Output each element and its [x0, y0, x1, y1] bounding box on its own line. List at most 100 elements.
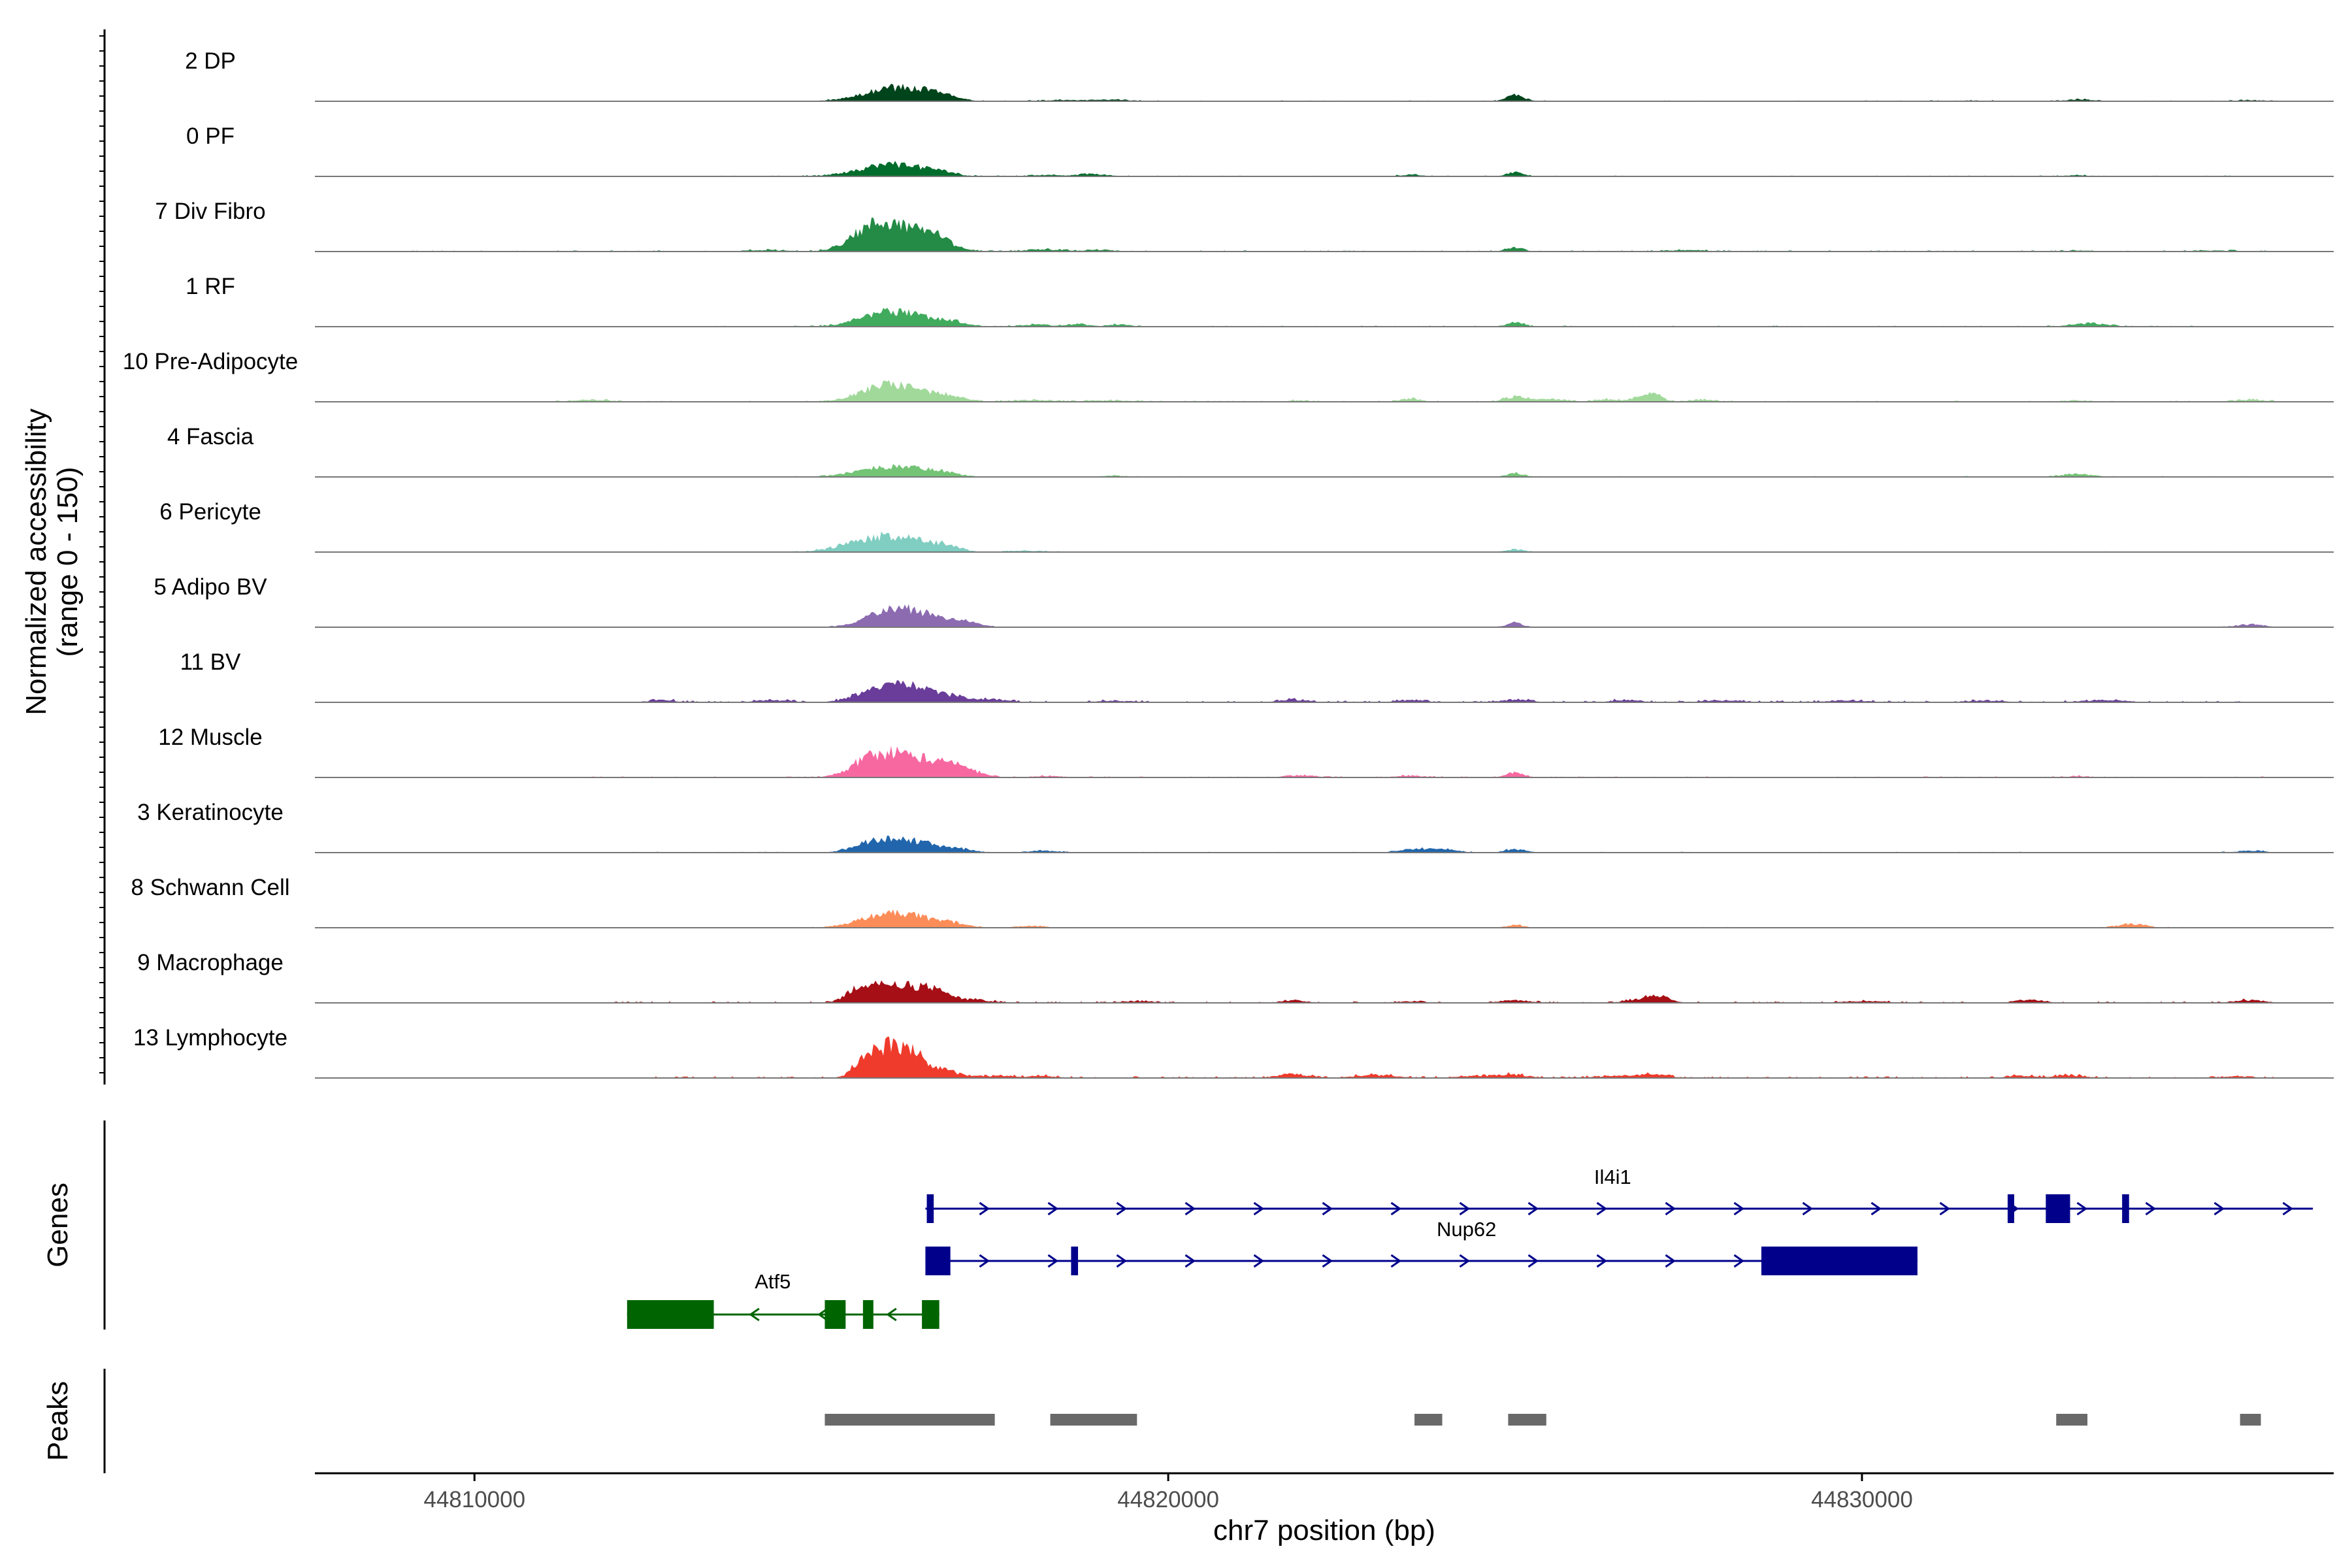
peaks-panel-label: Peaks [42, 1381, 74, 1461]
gene-label: Atf5 [755, 1270, 791, 1293]
strand-arrow-icon [749, 1307, 760, 1322]
coverage-track: 11 BV [180, 649, 2334, 703]
track-label: 1 RF [186, 274, 235, 299]
strand-arrow-icon [1184, 1254, 1196, 1268]
exon-block [925, 1247, 951, 1275]
exon-block [926, 1194, 934, 1223]
coverage-area [315, 531, 2334, 552]
peak-region [1508, 1414, 1546, 1426]
gene-il4i1: Il4i1 [925, 1166, 2313, 1223]
track-label: 8 Schwann Cell [131, 875, 289, 900]
coverage-y-axis [99, 29, 106, 1085]
peak-region [1414, 1414, 1443, 1426]
gene-atf5: Atf5 [627, 1270, 939, 1329]
strand-arrow-icon [1596, 1201, 1608, 1216]
x-tick-label: 44830000 [1811, 1487, 1913, 1512]
gene-label: Il4i1 [1594, 1166, 1631, 1188]
exon-block [2122, 1194, 2129, 1223]
coverage-area [315, 218, 2334, 252]
genes-panel-label: Genes [42, 1183, 74, 1267]
gene-label: Nup62 [1437, 1218, 1496, 1241]
strand-arrow-icon [1459, 1254, 1471, 1268]
coverage-track: 9 Macrophage [137, 950, 2334, 1004]
track-label: 4 Fascia [167, 424, 254, 449]
peak-region [1050, 1414, 1137, 1426]
strand-arrow-icon [1184, 1201, 1196, 1216]
coverage-track: 1 RF [186, 274, 2334, 327]
coverage-track: 4 Fascia [167, 424, 2334, 478]
coverage-area [315, 604, 2334, 627]
coverage-tracks: 2 DP 0 PF 7 Div Fibro 1 RF 10 Pre-Adipocyte 4… [123, 48, 2334, 1079]
peak-regions [825, 1414, 2261, 1426]
coverage-area [315, 680, 2334, 702]
exon-block [922, 1300, 939, 1329]
exon-block [627, 1300, 714, 1329]
coverage-area [315, 1036, 2334, 1078]
x-tick-label: 44810000 [423, 1487, 525, 1512]
gene-nup62: Nup62 [925, 1218, 1918, 1275]
strand-arrow-icon [1116, 1254, 1128, 1268]
strand-arrow-icon [1665, 1201, 1676, 1216]
strand-arrow-icon [1939, 1201, 1951, 1216]
strand-arrow-icon [1322, 1201, 1333, 1216]
strand-arrow-icon [1733, 1201, 1745, 1216]
track-label: 6 Pericyte [159, 499, 261, 525]
exon-block [1761, 1247, 1918, 1275]
coverage-track: 8 Schwann Cell [131, 875, 2334, 928]
coverage-area [315, 909, 2334, 928]
coverage-track: 12 Muscle [158, 725, 2334, 778]
strand-arrow-icon [1870, 1201, 1882, 1216]
coverage-area [315, 83, 2334, 101]
exon-block [825, 1300, 846, 1329]
strand-arrow-icon [1733, 1254, 1745, 1268]
strand-arrow-icon [979, 1201, 990, 1216]
track-label: 0 PF [186, 123, 235, 149]
strand-arrow-icon [1596, 1254, 1608, 1268]
track-label: 7 Div Fibro [155, 199, 265, 224]
strand-arrow-icon [1390, 1254, 1402, 1268]
track-label: 3 Keratinocyte [137, 800, 284, 825]
strand-arrow-icon [1527, 1254, 1539, 1268]
x-tick-label: 44820000 [1117, 1487, 1219, 1512]
y-axis-title-line1: Normalized accessibility [20, 408, 52, 715]
peak-region [2056, 1414, 2088, 1426]
peak-region [825, 1414, 995, 1426]
track-label: 11 BV [180, 649, 241, 675]
coverage-track: 7 Div Fibro [155, 199, 2334, 252]
coverage-area [315, 308, 2334, 327]
exon-block [2046, 1194, 2070, 1223]
track-label: 2 DP [185, 48, 236, 74]
coverage-track: 3 Keratinocyte [137, 800, 2334, 853]
exon-block [862, 1300, 874, 1329]
strand-arrow-icon [1527, 1201, 1539, 1216]
y-axis-title-line2: (range 0 - 150) [52, 466, 84, 657]
track-label: 12 Muscle [158, 725, 263, 750]
strand-arrow-icon [2145, 1201, 2157, 1216]
coverage-track: 6 Pericyte [159, 499, 2334, 553]
strand-arrow-icon [1390, 1201, 1402, 1216]
strand-arrow-icon [2076, 1201, 2088, 1216]
track-label: 13 Lymphocyte [133, 1025, 287, 1051]
strand-arrow-icon [1459, 1201, 1471, 1216]
coverage-track: 0 PF [186, 123, 2334, 177]
coverage-area [315, 745, 2334, 777]
strand-arrow-icon [1047, 1254, 1059, 1268]
strand-arrow-icon [2282, 1201, 2294, 1216]
track-label: 5 Adipo BV [154, 574, 267, 600]
coverage-area [315, 380, 2334, 402]
track-label: 9 Macrophage [137, 950, 284, 975]
strand-arrow-icon [1665, 1254, 1676, 1268]
coverage-track: 2 DP [185, 48, 2334, 102]
gene-annotations: Il4i1 Nup62 Atf5 [627, 1166, 2313, 1329]
coverage-track: 10 Pre-Adipocyte [123, 349, 2334, 402]
strand-arrow-icon [886, 1307, 897, 1322]
peak-region [2240, 1414, 2261, 1426]
strand-arrow-icon [1116, 1201, 1128, 1216]
coverage-area [315, 980, 2334, 1003]
exon-block [1071, 1247, 1079, 1275]
exon-block [2007, 1194, 2014, 1223]
coverage-area [315, 835, 2334, 853]
coverage-track: 5 Adipo BV [154, 574, 2334, 628]
x-axis-title: chr7 position (bp) [1213, 1514, 1435, 1546]
